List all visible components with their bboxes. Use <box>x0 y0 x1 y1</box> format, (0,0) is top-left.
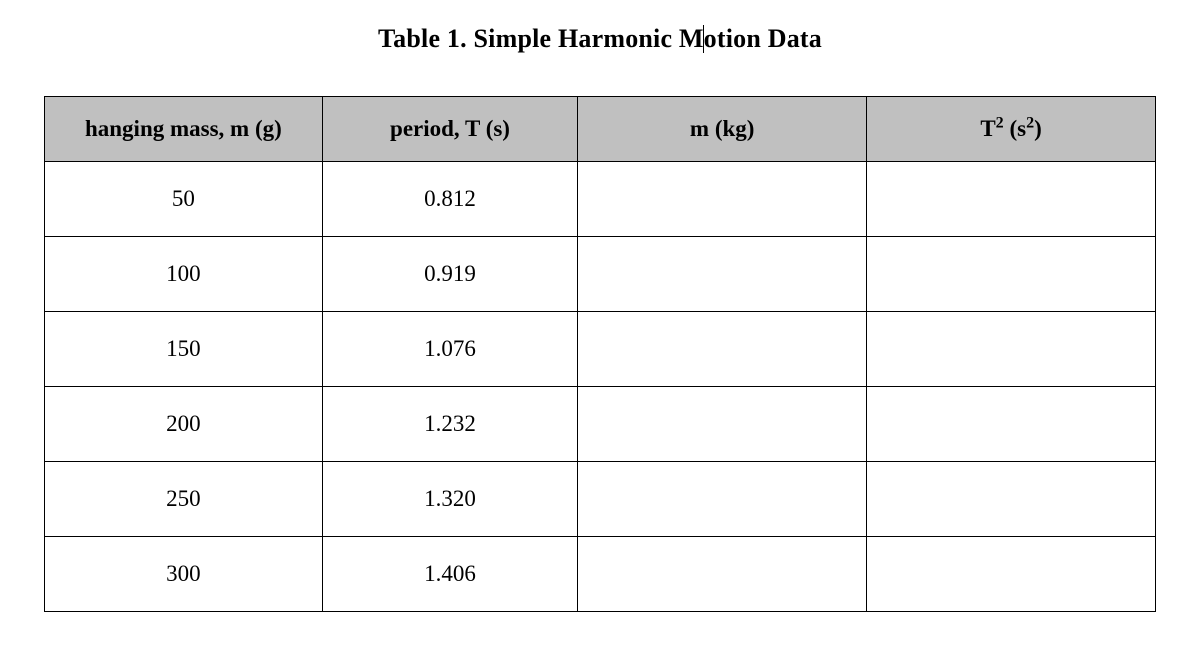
cell-period: 0.812 <box>322 162 578 237</box>
cell-mass-g: 200 <box>45 387 323 462</box>
cell-t2 <box>867 462 1156 537</box>
cell-mass-kg <box>578 237 867 312</box>
t2-sup1: 2 <box>996 114 1004 131</box>
cell-t2 <box>867 237 1156 312</box>
col-header-period: period, T (s) <box>322 97 578 162</box>
cell-mass-g: 250 <box>45 462 323 537</box>
table-row: 150 1.076 <box>45 312 1156 387</box>
cell-mass-kg <box>578 387 867 462</box>
cell-mass-kg <box>578 537 867 612</box>
col-header-mass-g: hanging mass, m (g) <box>45 97 323 162</box>
cell-mass-g: 100 <box>45 237 323 312</box>
table-header-row: hanging mass, m (g) period, T (s) m (kg)… <box>45 97 1156 162</box>
caption-text-post: otion Data <box>704 24 822 53</box>
cell-t2 <box>867 537 1156 612</box>
cell-mass-g: 50 <box>45 162 323 237</box>
t2-mid: (s <box>1004 116 1026 141</box>
table-row: 100 0.919 <box>45 237 1156 312</box>
table-row: 50 0.812 <box>45 162 1156 237</box>
col-header-mass-kg: m (kg) <box>578 97 867 162</box>
cell-period: 1.406 <box>322 537 578 612</box>
cell-period: 0.919 <box>322 237 578 312</box>
page: Table 1. Simple Harmonic Motion Data han… <box>0 0 1200 656</box>
table-row: 300 1.406 <box>45 537 1156 612</box>
cell-mass-kg <box>578 162 867 237</box>
t2-sup2: 2 <box>1026 114 1034 131</box>
caption-text-pre: Table 1. Simple Harmonic M <box>378 24 704 53</box>
shm-data-table: hanging mass, m (g) period, T (s) m (kg)… <box>44 96 1156 612</box>
cell-mass-g: 300 <box>45 537 323 612</box>
col-header-t-squared: T2 (s2) <box>867 97 1156 162</box>
table-caption: Table 1. Simple Harmonic Motion Data <box>378 24 822 54</box>
cell-period: 1.232 <box>322 387 578 462</box>
table-body: 50 0.812 100 0.919 150 1.076 200 1.232 <box>45 162 1156 612</box>
table-row: 250 1.320 <box>45 462 1156 537</box>
cell-period: 1.076 <box>322 312 578 387</box>
cell-mass-g: 150 <box>45 312 323 387</box>
cell-t2 <box>867 387 1156 462</box>
cell-period: 1.320 <box>322 462 578 537</box>
cell-mass-kg <box>578 312 867 387</box>
cell-mass-kg <box>578 462 867 537</box>
t2-post: ) <box>1034 116 1042 141</box>
table-caption-wrap: Table 1. Simple Harmonic Motion Data <box>44 24 1156 54</box>
cell-t2 <box>867 312 1156 387</box>
t2-pre: T <box>980 116 995 141</box>
cell-t2 <box>867 162 1156 237</box>
table-row: 200 1.232 <box>45 387 1156 462</box>
